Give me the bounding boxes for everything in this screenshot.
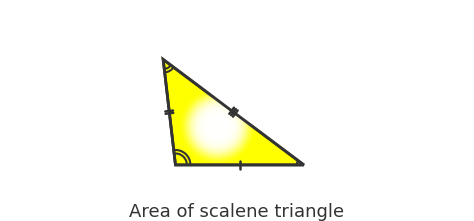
Circle shape <box>215 123 221 129</box>
Circle shape <box>193 102 242 151</box>
Circle shape <box>183 91 253 161</box>
Circle shape <box>185 94 250 158</box>
Circle shape <box>187 95 249 157</box>
Text: Area of scalene triangle: Area of scalene triangle <box>129 202 345 221</box>
Circle shape <box>196 104 240 148</box>
Circle shape <box>194 103 241 150</box>
Circle shape <box>197 105 238 147</box>
Circle shape <box>213 122 222 131</box>
Circle shape <box>189 98 246 155</box>
Circle shape <box>206 114 229 138</box>
Circle shape <box>191 99 245 153</box>
Circle shape <box>184 93 251 160</box>
Circle shape <box>210 118 226 134</box>
Circle shape <box>207 116 228 137</box>
Circle shape <box>212 121 223 132</box>
Circle shape <box>216 124 219 128</box>
Circle shape <box>204 113 231 139</box>
Circle shape <box>211 119 225 133</box>
Circle shape <box>191 100 244 152</box>
Circle shape <box>203 112 232 141</box>
Circle shape <box>202 110 233 142</box>
Circle shape <box>198 107 237 146</box>
Polygon shape <box>163 59 304 165</box>
Circle shape <box>200 108 236 145</box>
Circle shape <box>188 96 247 156</box>
Circle shape <box>208 117 227 136</box>
Circle shape <box>201 109 235 143</box>
